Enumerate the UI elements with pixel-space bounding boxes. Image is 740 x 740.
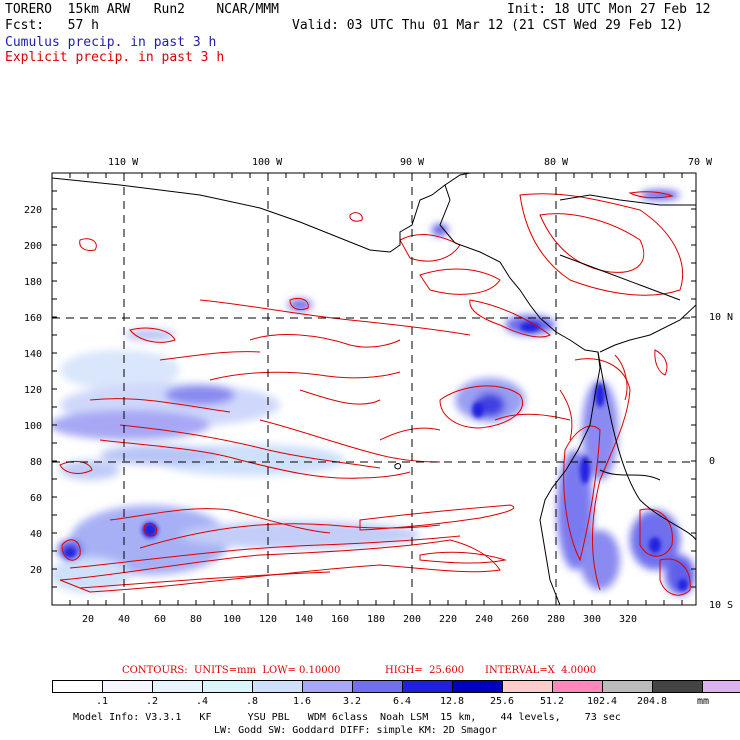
bottom-label: 200 bbox=[403, 614, 422, 625]
bottom-label: 40 bbox=[118, 614, 131, 625]
left-label: 140 bbox=[24, 349, 43, 360]
left-label: 100 bbox=[24, 421, 43, 432]
colorbar-label: .2 bbox=[145, 696, 159, 707]
left-label: 200 bbox=[24, 241, 43, 252]
left-label: 60 bbox=[30, 493, 43, 504]
colorbar-swatch bbox=[252, 680, 302, 693]
colorbar-swatch bbox=[602, 680, 652, 693]
colorbar-swatch bbox=[302, 680, 352, 693]
colorbar-swatch bbox=[202, 680, 252, 693]
valid-time: Valid: 03 UTC Thu 01 Mar 12 (21 CST Wed … bbox=[292, 18, 684, 33]
right-label: 10 S bbox=[709, 600, 734, 611]
colorbar-swatch bbox=[52, 680, 102, 693]
colorbar-label: 1.6 bbox=[292, 696, 312, 707]
colorbar-swatch bbox=[352, 680, 402, 693]
colorbar-swatch bbox=[652, 680, 702, 693]
top-label: 70 W bbox=[688, 157, 713, 168]
colorbar-label: .4 bbox=[195, 696, 209, 707]
contour-interval: INTERVAL=X 4.0000 bbox=[485, 665, 597, 676]
colorbar-swatch bbox=[702, 680, 740, 693]
colorbar-swatch bbox=[402, 680, 452, 693]
colorbar-swatch bbox=[452, 680, 502, 693]
bottom-label: 100 bbox=[223, 614, 242, 625]
model-title: TORERO 15km ARW Run2 NCAR/MMM bbox=[5, 2, 279, 17]
contour-high: HIGH= 25.600 bbox=[385, 665, 465, 676]
bottom-label: 300 bbox=[583, 614, 602, 625]
colorbar-label: 102.4 bbox=[586, 696, 618, 707]
left-label: 180 bbox=[24, 277, 43, 288]
colorbar-label: .8 bbox=[245, 696, 259, 707]
colorbar-swatch bbox=[102, 680, 152, 693]
top-label: 110 W bbox=[108, 157, 139, 168]
top-label: 80 W bbox=[544, 157, 569, 168]
bottom-label: 260 bbox=[511, 614, 530, 625]
colorbar-label: 3.2 bbox=[342, 696, 362, 707]
colorbar-label: 12.8 bbox=[439, 696, 465, 707]
bottom-label: 180 bbox=[367, 614, 386, 625]
right-label: 0 bbox=[709, 456, 716, 467]
colorbar-label: 51.2 bbox=[539, 696, 565, 707]
physics-info: LW: Godd SW: Goddard DIFF: simple KM: 2D… bbox=[214, 725, 497, 736]
colorbar-label: 6.4 bbox=[392, 696, 412, 707]
left-label: 160 bbox=[24, 313, 43, 324]
bottom-label: 80 bbox=[190, 614, 203, 625]
bottom-label: 280 bbox=[547, 614, 566, 625]
top-label: 90 W bbox=[400, 157, 425, 168]
bottom-label: 220 bbox=[439, 614, 458, 625]
bottom-label: 20 bbox=[82, 614, 95, 625]
left-label: 80 bbox=[30, 457, 43, 468]
colorbar-swatch bbox=[152, 680, 202, 693]
cumulus-legend: Cumulus precip. in past 3 h bbox=[5, 35, 217, 50]
colorbar-label: 204.8 bbox=[636, 696, 668, 707]
left-label: 120 bbox=[24, 385, 43, 396]
bottom-label: 140 bbox=[295, 614, 314, 625]
top-label: 100 W bbox=[252, 157, 283, 168]
axis-ticks bbox=[51, 172, 696, 606]
colorbar-swatch bbox=[552, 680, 602, 693]
explicit-legend: Explicit precip. in past 3 h bbox=[5, 50, 225, 65]
colorbar-label: .1 bbox=[95, 696, 109, 707]
graticule bbox=[52, 173, 696, 605]
bottom-label: 240 bbox=[475, 614, 494, 625]
left-label: 20 bbox=[30, 565, 43, 576]
right-label: 10 N bbox=[709, 312, 734, 323]
bottom-label: 160 bbox=[331, 614, 350, 625]
init-time: Init: 18 UTC Mon 27 Feb 12 bbox=[507, 2, 711, 17]
left-label: 40 bbox=[30, 529, 43, 540]
bottom-label: 320 bbox=[619, 614, 638, 625]
colorbar-swatch bbox=[502, 680, 552, 693]
forecast-hour: Fcst: 57 h bbox=[5, 18, 99, 33]
left-label: 220 bbox=[24, 205, 43, 216]
colorbar-label: 25.6 bbox=[489, 696, 515, 707]
explicit-precip-contours bbox=[59, 191, 691, 596]
contour-units: CONTOURS: UNITS=mm LOW= 0.10000 bbox=[122, 665, 341, 676]
colorbar-unit: mm bbox=[697, 696, 710, 707]
cumulus-precip-cores bbox=[64, 322, 688, 591]
bottom-label: 120 bbox=[259, 614, 278, 625]
bottom-label: 60 bbox=[154, 614, 167, 625]
model-info: Model Info: V3.3.1 KF YSU PBL WDM 6class… bbox=[73, 712, 621, 723]
